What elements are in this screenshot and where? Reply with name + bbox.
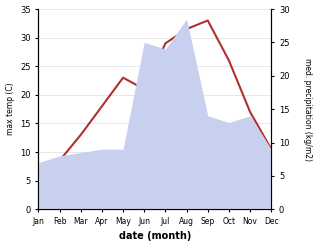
Y-axis label: med. precipitation (kg/m2): med. precipitation (kg/m2) [303,58,313,161]
Y-axis label: max temp (C): max temp (C) [5,83,15,135]
X-axis label: date (month): date (month) [119,231,191,242]
